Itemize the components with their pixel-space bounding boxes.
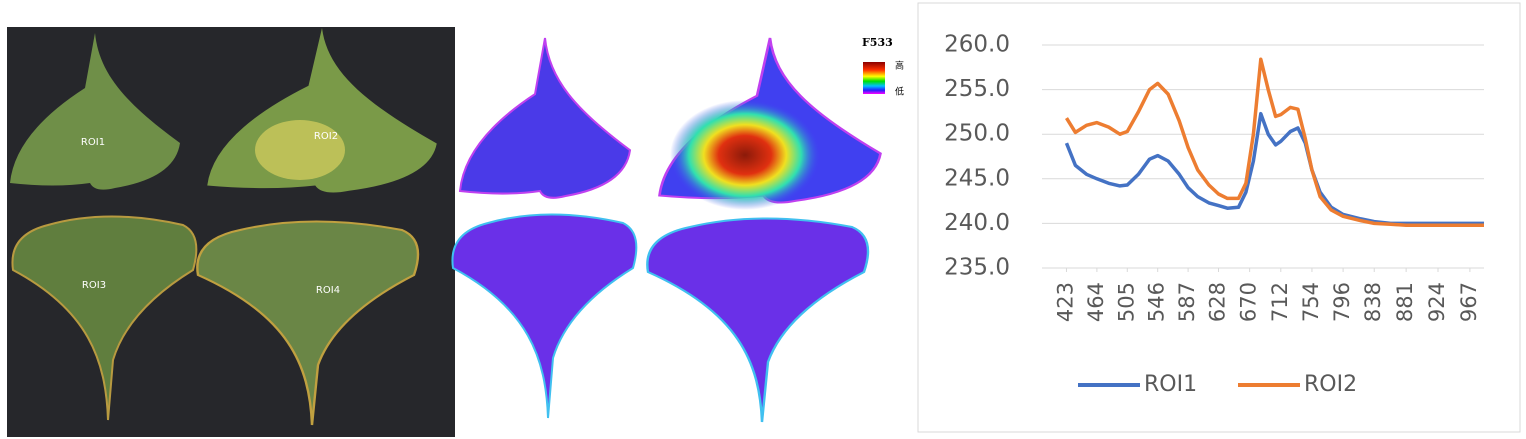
colorbar-low: 低	[895, 86, 904, 98]
roi-label: ROI4	[316, 285, 340, 296]
x-tick-label: 881	[1393, 282, 1417, 322]
y-tick-label: 235.0	[944, 255, 1010, 281]
x-tick-label: 796	[1330, 282, 1354, 322]
x-tick-label: 838	[1361, 282, 1385, 322]
x-tick-label: 464	[1084, 282, 1108, 322]
x-tick-label: 505	[1114, 282, 1138, 322]
x-tick-label: 546	[1145, 282, 1169, 322]
series-line	[1065, 57, 1484, 227]
x-tick-label: 712	[1268, 282, 1292, 322]
y-tick-label: 260.0	[944, 32, 1010, 58]
y-tick-label: 240.0	[944, 210, 1010, 236]
x-tick-label: 628	[1206, 282, 1230, 322]
x-tick-label: 423	[1053, 282, 1077, 322]
legend-label: ROI2	[1304, 372, 1357, 397]
roi-label: ROI1	[81, 137, 105, 148]
chart: 235.0 240.0 245.0 250.0 255.0 260.0 423 464 505 5…	[944, 32, 1484, 397]
leaf	[458, 37, 632, 199]
leaf	[646, 217, 870, 423]
colorbar	[863, 62, 885, 94]
roi-label: ROI2	[314, 131, 338, 142]
x-tick-label: 587	[1175, 282, 1199, 322]
x-tick-label: 754	[1299, 282, 1323, 322]
fluorescence-image: F533 高 低	[451, 36, 904, 423]
leaf	[196, 220, 420, 426]
colorbar-high: 高	[895, 60, 904, 72]
y-tick-label: 245.0	[944, 165, 1010, 191]
leaf-spot	[255, 120, 345, 180]
leaf	[11, 215, 198, 421]
x-tick-label: 967	[1457, 282, 1481, 322]
colorbar-title: F533	[862, 36, 893, 49]
hotspot	[670, 100, 820, 210]
y-tick-label: 250.0	[944, 121, 1010, 147]
x-tick-label: 924	[1425, 282, 1449, 322]
roi-label: ROI3	[82, 280, 106, 291]
y-tick-label: 255.0	[944, 76, 1010, 102]
chart-frame	[917, 2, 1521, 433]
x-tick-label: 670	[1237, 282, 1261, 322]
leaf	[10, 33, 180, 190]
legend-label: ROI1	[1144, 372, 1197, 397]
leaf	[451, 213, 638, 419]
leaf-photo: ROI1 ROI2 ROI3 ROI4	[7, 27, 455, 437]
